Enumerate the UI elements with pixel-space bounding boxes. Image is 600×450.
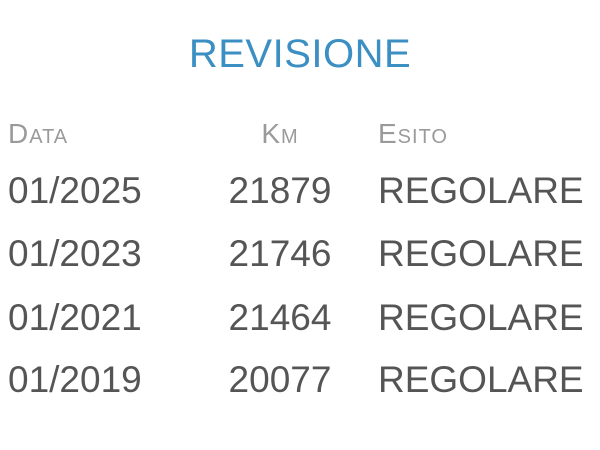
cell-data: 01/2025 [8, 170, 142, 211]
cell-esito: REGOLARE [378, 297, 584, 338]
cell-km: 20077 [228, 359, 332, 400]
section-title: REVISIONE [188, 32, 412, 76]
table-row: 01/2021 21464 REGOLARE [0, 297, 600, 357]
cell-km: 21746 [228, 233, 332, 274]
table-row: 01/2019 20077 REGOLARE [0, 359, 600, 419]
cell-esito: REGOLARE [378, 233, 584, 274]
cell-esito: REGOLARE [378, 170, 584, 211]
cell-esito: REGOLARE [378, 359, 584, 400]
cell-km: 21464 [228, 297, 332, 338]
header-km: Km [261, 118, 299, 149]
table-row: 01/2023 21746 REGOLARE [0, 233, 600, 293]
table-row: 01/2025 21879 REGOLARE [0, 170, 600, 230]
cell-km: 21879 [228, 170, 332, 211]
cell-data: 01/2023 [8, 233, 142, 274]
header-data: Data [8, 118, 69, 149]
cell-data: 01/2019 [8, 359, 142, 400]
cell-data: 01/2021 [8, 297, 142, 338]
header-esito: Esito [378, 118, 448, 149]
table-header: Data Km Esito [0, 118, 600, 178]
